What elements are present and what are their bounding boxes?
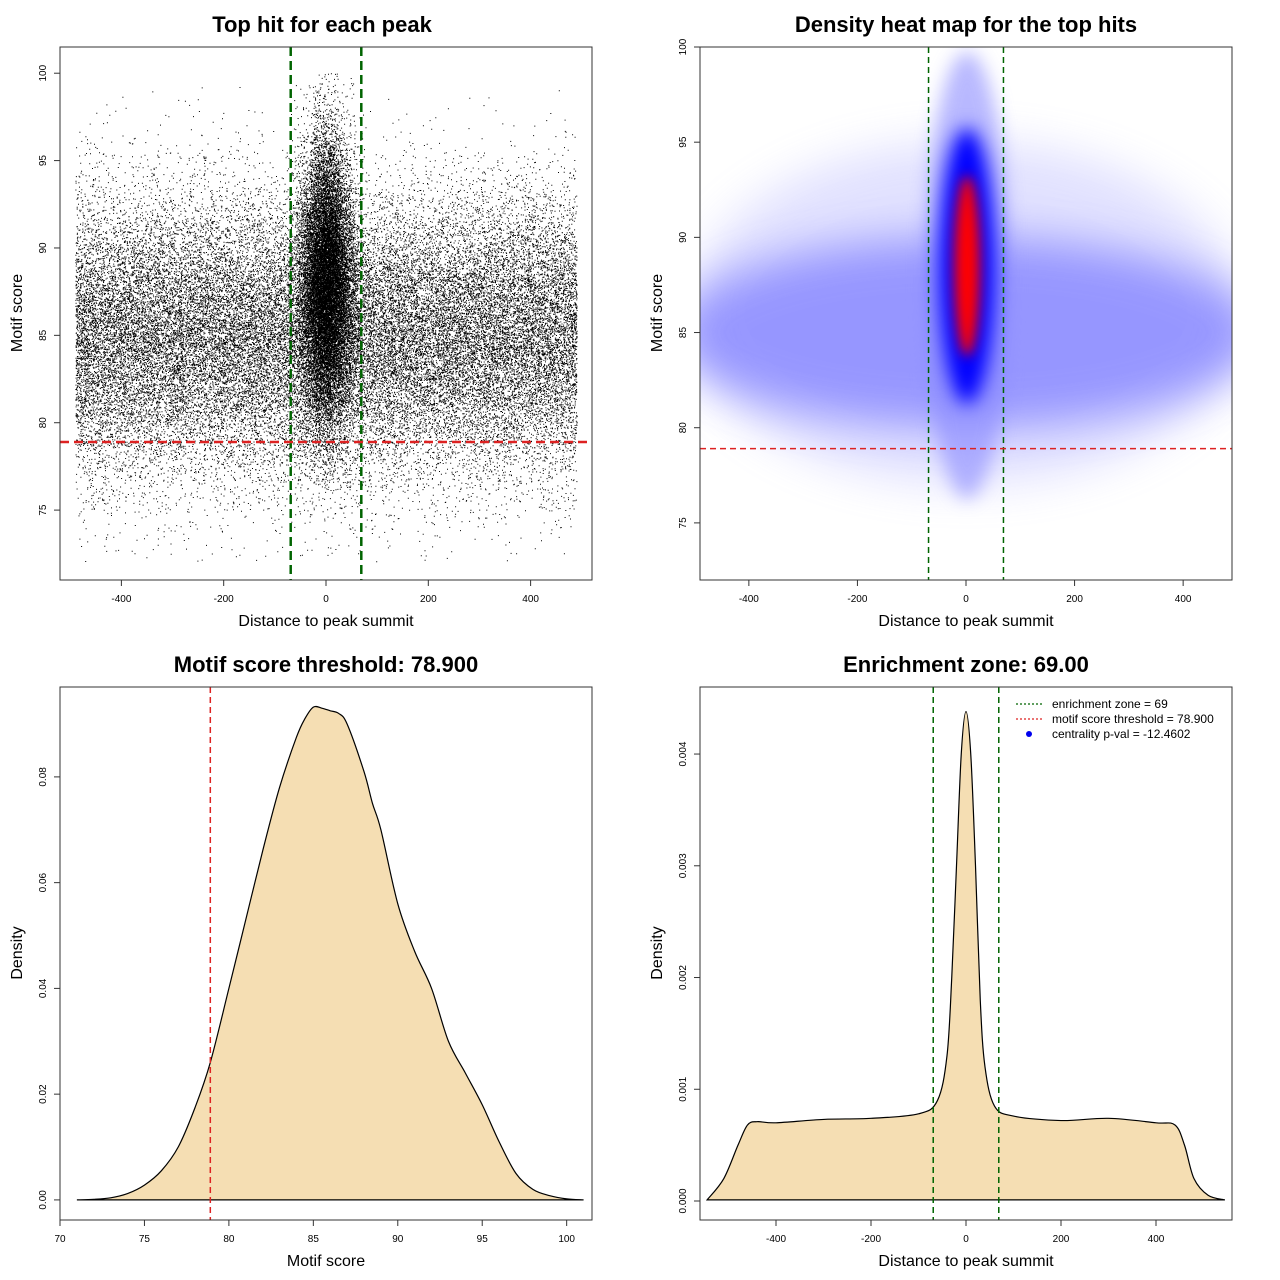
y-axis-label-distance-density: Density [649,926,666,979]
x-tick-label: 70 [54,1234,66,1245]
x-tick-label: -400 [739,594,759,605]
chart-title-score-density: Motif score threshold: 78.900 [174,652,478,677]
panel-scatter: Top hit for each peak -400 -200 0 200 400 75… [9,12,593,630]
chart-title-heatmap: Density heat map for the top hits [795,12,1137,37]
x-axis-scatter: -400 -200 0 200 400 [111,580,539,605]
y-tick-label: 0.003 [678,853,689,878]
x-axis-score-density: 70 75 80 85 90 95 100 [54,1220,575,1245]
y-axis-label-scatter: Motif score [9,274,26,352]
x-tick-label: -200 [847,594,867,605]
y-axis-distance-density: 0.000 0.001 0.002 0.003 0.004 [678,741,700,1214]
x-axis-distance-density: -400 -200 0 200 400 [766,1220,1165,1245]
density-area-distance [705,710,1226,1201]
x-axis-label-heatmap: Distance to peak summit [878,613,1054,630]
scatter-point-cloud [75,73,578,563]
y-tick-label: 0.02 [38,1084,49,1104]
y-axis-heatmap: 75 80 85 90 95 100 [678,38,700,528]
x-axis-label-distance-density: Distance to peak summit [878,1253,1054,1270]
legend-label-zone: enrichment zone = 69 [1052,697,1168,711]
x-tick-label: 0 [963,594,969,605]
reference-lines-scatter [60,47,592,580]
x-tick-label: 200 [1053,1234,1070,1245]
chart-title-distance-density: Enrichment zone: 69.00 [843,652,1089,677]
y-axis-label-score-density: Density [9,926,26,979]
plot-frame-score-density [59,686,593,1221]
y-tick-label: 0.001 [678,1076,689,1101]
heatmap-density [700,51,1232,500]
x-tick-label: 400 [1148,1234,1165,1245]
panel-heatmap: Density heat map for the top hits -400 -2… [649,12,1233,630]
y-tick-label: 0.08 [38,767,49,787]
y-tick-label: 0.000 [678,1188,689,1213]
x-tick-label: 0 [323,594,329,605]
y-axis-label-heatmap: Motif score [649,274,666,352]
y-tick-label: 80 [38,417,49,429]
x-axis-heatmap: -400 -200 0 200 400 [739,580,1192,605]
y-tick-label: 100 [678,38,689,55]
x-tick-label: 200 [1066,594,1083,605]
y-tick-label: 75 [38,504,49,516]
x-tick-label: 200 [420,594,437,605]
y-tick-label: 90 [38,242,49,254]
x-axis-label-score-density: Motif score [287,1253,365,1270]
x-tick-label: 95 [477,1234,489,1245]
x-tick-label: 100 [558,1234,575,1245]
y-tick-label: 90 [678,231,689,243]
y-tick-label: 100 [38,64,49,81]
reference-lines-distance [932,687,1000,1220]
x-tick-label: -200 [214,594,234,605]
y-tick-label: 0.002 [678,965,689,990]
legend-marker-pval [1026,731,1032,737]
y-axis-score-density: 0.00 0.02 0.04 0.06 0.08 [38,767,60,1210]
chart-title-scatter: Top hit for each peak [212,12,432,37]
x-tick-label: 75 [139,1234,151,1245]
x-tick-label: 400 [1175,594,1192,605]
x-tick-label: 400 [522,594,539,605]
x-tick-label: 0 [963,1234,969,1245]
x-tick-label: 80 [223,1234,235,1245]
y-tick-label: 0.04 [38,978,49,998]
panel-distance-density: Enrichment zone: 69.00 -400 -200 0 200 400 0… [649,652,1233,1270]
x-tick-label: 90 [392,1234,404,1245]
y-tick-label: 0.004 [678,741,689,766]
y-tick-label: 95 [678,136,689,148]
y-tick-label: 85 [38,329,49,341]
legend: enrichment zone = 69 motif score thresho… [1016,697,1214,741]
reference-lines-heatmap [700,47,1232,580]
y-tick-label: 95 [38,155,49,167]
y-tick-label: 85 [678,327,689,339]
x-tick-label: -200 [861,1234,881,1245]
y-tick-label: 75 [678,517,689,529]
density-area-score [76,705,584,1201]
y-tick-label: 0.00 [38,1190,49,1210]
legend-label-pval: centrality p-val = -12.4602 [1052,727,1191,741]
panel-score-density: Motif score threshold: 78.900 70 75 80 85 90… [9,652,593,1270]
legend-label-threshold: motif score threshold = 78.900 [1052,712,1214,726]
heat-center-core [954,175,981,357]
x-tick-label: -400 [111,594,131,605]
x-axis-label-scatter: Distance to peak summit [238,613,414,630]
y-axis-scatter: 75 80 85 90 95 100 [38,64,60,516]
y-tick-label: 80 [678,422,689,434]
x-tick-label: -400 [766,1234,786,1245]
y-tick-label: 0.06 [38,872,49,892]
x-tick-label: 85 [308,1234,320,1245]
scatter-points [75,73,578,563]
